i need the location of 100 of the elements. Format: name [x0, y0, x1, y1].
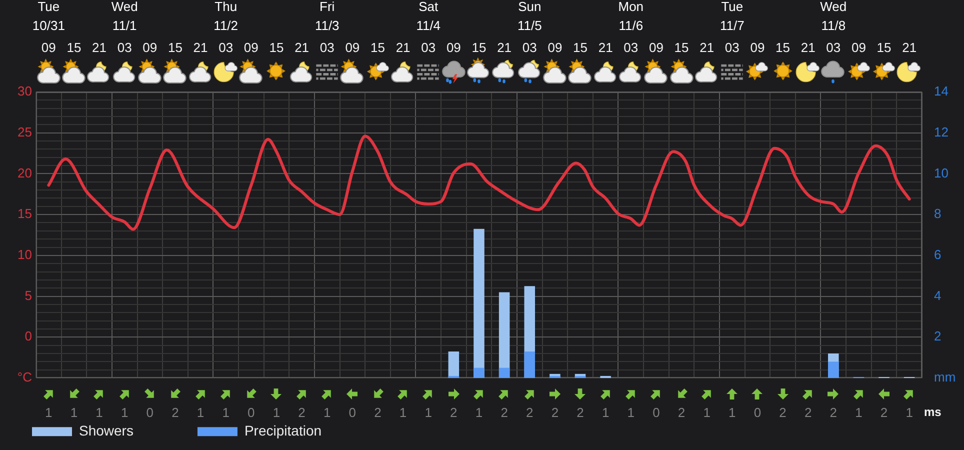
y2-axis-title: mm: [934, 370, 956, 385]
data-label: 1: [323, 404, 331, 420]
x-tick-label: 09: [548, 40, 562, 55]
x-tick-label: 09: [851, 40, 866, 55]
x-tick-label: 03: [522, 40, 537, 55]
x-tick-label: 03: [117, 40, 132, 55]
x-tick-label: 21: [700, 40, 714, 55]
data-label: 1: [906, 404, 913, 420]
x2-tick-label: Mon 11/6: [618, 0, 644, 34]
x-tick-label: 21: [598, 40, 613, 55]
x2-tick-label: Thu 11/2: [214, 0, 238, 34]
data-label: 2: [678, 404, 686, 420]
y-tick-label: 30: [18, 84, 32, 99]
legend-label: Precipitation: [244, 422, 322, 438]
x-tick-label: 21: [396, 40, 410, 55]
bar: [498, 368, 510, 378]
data-label: 0: [754, 404, 762, 420]
data-label: 0: [248, 404, 255, 420]
y2-tick-label: 8: [934, 206, 942, 222]
y-tick-label: 10: [18, 247, 32, 262]
bar: [828, 362, 839, 378]
x-tick-label: 09: [648, 40, 664, 55]
y2-tick-label: 2: [934, 328, 942, 344]
x-tick-label: 15: [573, 40, 588, 55]
x-tick-label: 15: [269, 40, 284, 55]
x2-tick-label: Wed 11/1: [111, 0, 138, 34]
data-label: 1: [222, 404, 230, 420]
x2-tick-label: Tue 11/7: [720, 0, 744, 34]
data-label: 2: [172, 404, 179, 420]
x2-tick-label: Tue 10/31: [32, 0, 65, 34]
bar: [448, 351, 460, 378]
x-tick-label: 15: [876, 40, 892, 55]
y2-tick-label: 10: [934, 165, 948, 180]
y-tick-label: 0: [24, 328, 32, 344]
data-label: 1: [120, 404, 128, 420]
data-label: 0: [348, 404, 356, 420]
x-tick-label: 09: [446, 40, 461, 55]
data-label: 1: [45, 404, 52, 420]
data-label: 1: [627, 404, 634, 420]
data-label: 2: [526, 404, 534, 420]
data-label: 1: [399, 404, 407, 420]
x-tick-label: 03: [320, 40, 334, 55]
x-tick-label: 15: [472, 40, 486, 55]
legend-label: Showers: [79, 422, 134, 438]
data-label: 1: [855, 404, 862, 420]
x-tick-label: 21: [294, 40, 310, 55]
x-tick-label: 21: [193, 40, 208, 55]
x-tick-label: 09: [244, 40, 258, 55]
x-tick-label: 09: [142, 40, 158, 55]
x2-tick-label: Sun 11/5: [517, 0, 542, 34]
data-label: 1: [602, 404, 610, 420]
x-tick-label: 15: [66, 40, 82, 55]
y2-tick-label: 14: [934, 84, 948, 99]
data-label: 1: [475, 404, 483, 420]
x-tick-label: 21: [800, 40, 816, 55]
data-label: 0: [146, 404, 154, 420]
x-tick-label: 03: [826, 40, 841, 55]
data-label: 0: [652, 404, 660, 420]
y-tick-label: 15: [18, 206, 32, 222]
x-tick-label: 15: [776, 40, 790, 55]
y-tick-label: 5: [24, 288, 32, 303]
x-tick-label: 03: [421, 40, 436, 55]
x-tick-label: 21: [497, 40, 512, 55]
y2-tick-label: 4: [934, 288, 942, 303]
data-label: 1: [703, 404, 710, 420]
x-tick-label: 09: [750, 40, 765, 55]
bar: [524, 351, 536, 378]
data-label: 2: [830, 404, 838, 420]
x-tick-label: 03: [218, 40, 234, 55]
data-label: 2: [804, 404, 812, 420]
data-label: 2: [551, 404, 559, 420]
y-axis-title: °C: [17, 370, 32, 385]
x-tick-label: 15: [370, 40, 385, 55]
data-label: 2: [779, 404, 786, 420]
x2-tick-label: Sat 11/4: [416, 0, 441, 34]
x2-tick-label: Fri 11/3: [314, 0, 340, 34]
bar: [474, 368, 484, 378]
data-label: 2: [298, 404, 306, 420]
data-label: 2: [500, 404, 508, 420]
x-tick-label: 15: [168, 40, 182, 55]
data-label: 2: [576, 404, 584, 420]
data-label: 1: [424, 404, 432, 420]
data-label: 1: [196, 404, 204, 420]
x-tick-label: 09: [41, 40, 56, 55]
x-tick-label: 21: [902, 40, 917, 55]
x-tick-label: 03: [724, 40, 740, 55]
x-tick-label: 03: [624, 40, 638, 55]
y2-tick-label: 6: [934, 247, 942, 262]
x-tick-label: 09: [345, 40, 360, 55]
data-label: 1: [70, 404, 78, 420]
x-tick-label: 21: [92, 40, 107, 55]
x2-tick-label: Wed 11/8: [820, 0, 847, 34]
y-tick-label: 20: [18, 165, 32, 180]
data-label: 1: [728, 404, 736, 420]
data-label: 1: [272, 404, 280, 420]
x-tick-label: 15: [674, 40, 689, 55]
data-label: 1: [96, 404, 103, 420]
data-label: 2: [880, 404, 888, 420]
data-label: 2: [450, 404, 458, 420]
text: ms: [924, 404, 942, 420]
